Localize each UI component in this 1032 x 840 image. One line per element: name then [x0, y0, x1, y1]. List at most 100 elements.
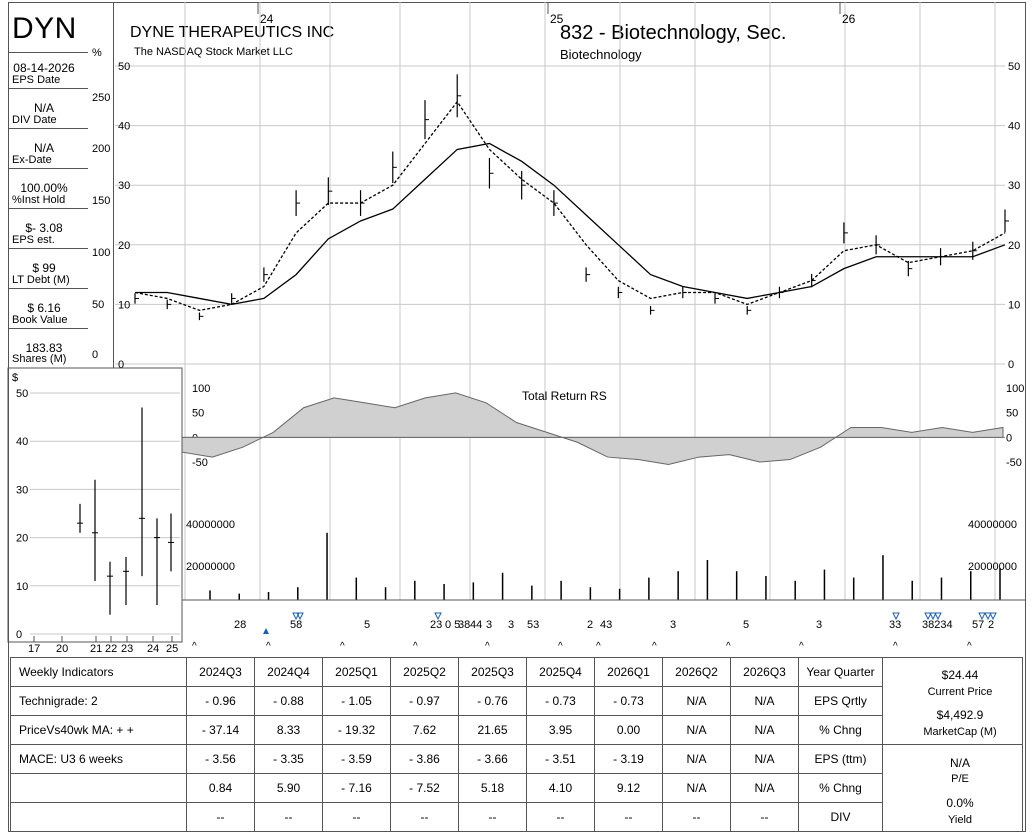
- sidebar-divider: [8, 128, 88, 129]
- y-tick-label-right: 50: [1008, 61, 1020, 73]
- table-cell: 0.00: [594, 715, 663, 745]
- table-cell: - 0.97: [390, 686, 459, 716]
- inst-hold-value: 100.00%: [20, 181, 68, 195]
- div-date-value: N/A: [33, 101, 54, 115]
- table-cell: N/A: [662, 744, 731, 774]
- row-label: [10, 802, 187, 832]
- table-cell: 21.65: [458, 715, 527, 745]
- table-row: PriceVs40wk MA: + + - 37.14 8.33 - 19.32…: [10, 715, 1023, 745]
- eps-date-value: 08-14-2026: [13, 61, 75, 75]
- ex-date-value: N/A: [33, 141, 54, 155]
- price-panel-cell: [882, 657, 1023, 745]
- table-cell: --: [526, 802, 595, 832]
- ex-date-label: Ex-Date: [12, 154, 52, 166]
- table-cell: N/A: [662, 686, 731, 716]
- mini-y-tick-label: 30: [16, 484, 28, 496]
- sidebar-divider: [8, 328, 88, 329]
- percent-tick-label: 150: [92, 195, 110, 207]
- y-tick-label-left: 0: [118, 359, 124, 371]
- pe-yield-panel-cell: [882, 744, 1023, 832]
- sidebar-divider: [8, 88, 88, 89]
- volume-count-label: 3: [508, 619, 514, 631]
- table-cell: 4.10: [526, 773, 595, 803]
- lt-debt-label: LT Debt (M): [12, 274, 70, 286]
- exchange-name: The NASDAQ Stock Market LLC: [134, 46, 293, 58]
- table-cell: - 0.73: [526, 686, 595, 716]
- triangle-marker: [989, 612, 997, 621]
- caret-marker: ^: [799, 641, 804, 652]
- triangle-marker: [978, 612, 986, 621]
- table-cell: 5.18: [458, 773, 527, 803]
- current-price-value: $24.44: [941, 668, 979, 682]
- volume-count-label: 28: [234, 619, 246, 631]
- mini-y-tick-label: 40: [16, 436, 28, 448]
- up-arrow-marker: [263, 628, 269, 634]
- caret-marker: ^: [967, 641, 972, 652]
- triangle-marker: [924, 612, 932, 621]
- mini-x-label: 23: [121, 643, 133, 655]
- caret-marker: ^: [192, 641, 197, 652]
- triangle-marker: [984, 612, 992, 621]
- header-cell: 2026Q1: [594, 657, 663, 687]
- rs-tick-label-right: -50: [1006, 457, 1022, 469]
- table-cell: - 37.14: [186, 715, 255, 745]
- yield-value: 0.0%: [946, 796, 974, 810]
- sidebar-frame: [8, 2, 114, 368]
- market-cap-label: MarketCap (M): [923, 726, 997, 738]
- triangle-marker: [934, 612, 942, 621]
- table-cell: N/A: [730, 773, 799, 803]
- triangle-marker: [296, 612, 304, 621]
- table-cell: 7.62: [390, 715, 459, 745]
- header-cell: Weekly Indicators: [10, 657, 187, 687]
- eps-est-label: EPS est.: [12, 234, 55, 246]
- triangle-marker: [434, 612, 442, 621]
- row-label: PriceVs40wk MA: + +: [10, 715, 187, 745]
- header-cell: 2026Q2: [662, 657, 731, 687]
- caret-marker: ^: [340, 641, 345, 652]
- table-cell: N/A: [730, 686, 799, 716]
- caret-marker: ^: [726, 641, 731, 652]
- table-row: -- -- -- -- -- -- -- -- -- DIV: [10, 802, 1023, 832]
- rs-tick-label-left: 100: [192, 383, 210, 395]
- ticker-divider: [8, 52, 88, 53]
- header-cell: 2026Q3: [730, 657, 799, 687]
- pe-value: N/A: [949, 756, 970, 770]
- row-tail-label: EPS Qrtly: [798, 686, 883, 716]
- volume-tick-label-left: 40000000: [186, 519, 235, 531]
- year-label: 24: [260, 12, 274, 26]
- table-cell: - 3.59: [322, 744, 391, 774]
- table-row: Technigrade: 2 - 0.96 - 0.88 - 1.05 - 0.…: [10, 686, 1023, 716]
- industry-group: 832 - Biotechnology, Sec.: [560, 22, 787, 44]
- table-cell: --: [186, 802, 255, 832]
- ticker-symbol: DYN: [12, 12, 77, 45]
- div-date-label: DIV Date: [12, 114, 57, 126]
- y-tick-label-left: 50: [118, 61, 130, 73]
- row-tail-label: % Chng: [798, 715, 883, 745]
- table-cell: - 3.66: [458, 744, 527, 774]
- y-tick-label-left: 30: [118, 180, 130, 192]
- percent-tick-label: 250: [92, 92, 110, 104]
- triangle-marker: [929, 612, 937, 621]
- volume-count-label: 38234: [922, 619, 953, 631]
- table-cell: 3.95: [526, 715, 595, 745]
- table-cell: - 1.05: [322, 686, 391, 716]
- volume-count-label: 2: [587, 619, 593, 631]
- triangle-marker: [292, 612, 300, 621]
- table-cell: - 0.73: [594, 686, 663, 716]
- volume-count-label: 23: [430, 619, 442, 631]
- row-tail-label: % Chng: [798, 773, 883, 803]
- table-cell: N/A: [662, 773, 731, 803]
- table-cell: - 7.16: [322, 773, 391, 803]
- sidebar-divider: [8, 208, 88, 209]
- y-tick-label-left: 20: [118, 240, 130, 252]
- table-cell: - 3.35: [254, 744, 323, 774]
- mini-y-tick-label: 0: [16, 629, 22, 641]
- header-cell: 2025Q4: [526, 657, 595, 687]
- volume-count-label: 43: [600, 619, 612, 631]
- rs-tick-label-right: 50: [1006, 408, 1018, 420]
- mini-x-label: 24: [147, 643, 159, 655]
- table-cell: - 0.96: [186, 686, 255, 716]
- caret-marker: ^: [266, 641, 271, 652]
- eps-date-label: EPS Date: [12, 74, 61, 86]
- table-cell: 9.12: [594, 773, 663, 803]
